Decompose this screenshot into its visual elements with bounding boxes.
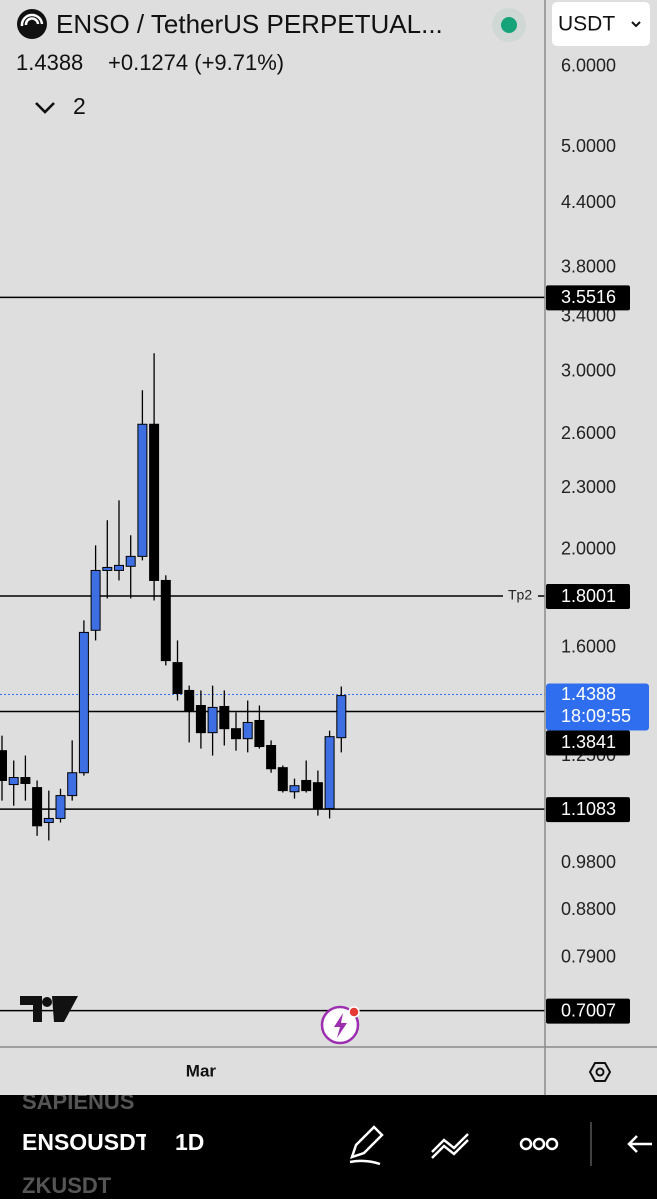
line-annotation: Tp2 [508, 587, 532, 603]
candle-body [0, 750, 7, 781]
interval[interactable]: 1D [175, 1129, 204, 1155]
y-tick-label: 0.8800 [561, 899, 616, 919]
line-price-box [546, 730, 630, 756]
y-tick-label: 5.0000 [561, 136, 616, 156]
symbol-list: SAPIENUS ENSOUSDT ZKUSDT [22, 1089, 150, 1198]
prev-symbol[interactable]: SAPIENUS [22, 1089, 134, 1114]
line-price-box [546, 998, 630, 1024]
currency[interactable]: USDT [558, 13, 615, 36]
line-price-label: 1.3841 [561, 732, 616, 752]
symbol-title[interactable]: ENSO / TetherUS PERPETUAL... [56, 9, 443, 39]
candle-body [8, 777, 19, 786]
header-change: +0.1274 (+9.71%) [108, 50, 284, 75]
candle-body [336, 695, 347, 739]
settings-icon[interactable] [588, 1062, 612, 1082]
y-tick-label: 1.6000 [561, 637, 616, 657]
candle-body [20, 777, 31, 784]
candle-body [78, 631, 89, 774]
countdown-label: 18:09:55 [561, 706, 631, 726]
candle-body [43, 817, 54, 824]
y-tick-label: 4.4000 [561, 192, 616, 212]
candle-body [289, 785, 300, 793]
notification-dot [348, 1006, 360, 1018]
chevron [631, 21, 641, 28]
candle-body [207, 706, 218, 734]
indicator-count[interactable]: 2 [73, 93, 86, 119]
more-dot [532, 1137, 546, 1151]
candle-body [231, 728, 241, 740]
logo-swirl [20, 13, 44, 27]
candle-body [102, 566, 113, 571]
candle-body [125, 555, 136, 567]
candle-body [301, 779, 312, 792]
settings-center [595, 1067, 605, 1077]
x-tick-label: Mar [186, 1061, 217, 1080]
candle-body [90, 569, 101, 631]
y-tick-label: 6.0000 [561, 56, 616, 76]
candle-body [219, 705, 230, 730]
y-tick-label: 0.9800 [561, 852, 616, 872]
candle-body [242, 721, 253, 740]
candle-body [160, 579, 171, 662]
line-price-box [546, 797, 630, 823]
tv-logo [20, 996, 78, 1022]
more-dot [545, 1137, 559, 1151]
candle-body [277, 767, 288, 792]
last-price-box [546, 683, 649, 731]
symbol-logo [17, 9, 47, 39]
plot: Tp2 [0, 296, 545, 1012]
candle-body [312, 782, 323, 809]
candle-body [324, 736, 335, 809]
draw-icon[interactable] [349, 1125, 384, 1166]
line-price-box [546, 584, 630, 610]
line-price-label: 0.7007 [561, 1000, 616, 1020]
currency-select[interactable] [552, 2, 650, 46]
candle-body [32, 787, 43, 827]
candle-body [149, 423, 160, 581]
more-dot[interactable] [519, 1137, 533, 1151]
y-tick-label: 0.7900 [561, 947, 616, 967]
tv-logo-dot [42, 997, 52, 1007]
last-price-label: 1.4388 [561, 684, 616, 704]
candle-body [55, 795, 66, 819]
y-tick-label: 2.3000 [561, 477, 616, 497]
lines-icon[interactable] [431, 1133, 469, 1159]
candle-body [184, 689, 195, 712]
y-tick-label: 3.0000 [561, 360, 616, 380]
header-price: 1.4388 [16, 50, 83, 75]
candle-body [67, 772, 78, 797]
candle-body [266, 744, 277, 770]
line-price-label: 1.8001 [561, 586, 616, 606]
candle-body [254, 719, 265, 748]
y-tick-label: 2.0000 [561, 538, 616, 558]
line-price-label: 3.5516 [561, 287, 616, 307]
candle-body [137, 423, 148, 557]
line-price-box [546, 285, 630, 311]
candle-body [195, 705, 206, 734]
symbol[interactable]: ENSOUSDT [22, 1129, 150, 1155]
candle-body [172, 662, 183, 694]
lightning-icon [334, 1013, 347, 1038]
candle-body [114, 564, 124, 571]
back-icon[interactable] [627, 1135, 652, 1153]
next-symbol[interactable]: ZKUSDT [22, 1173, 112, 1198]
y-tick-label: 3.8000 [561, 256, 616, 276]
y-tick-label: 2.6000 [561, 423, 616, 443]
market-status [501, 17, 517, 33]
line-price-label: 1.1083 [561, 799, 616, 819]
collapse-icon[interactable] [35, 102, 55, 114]
